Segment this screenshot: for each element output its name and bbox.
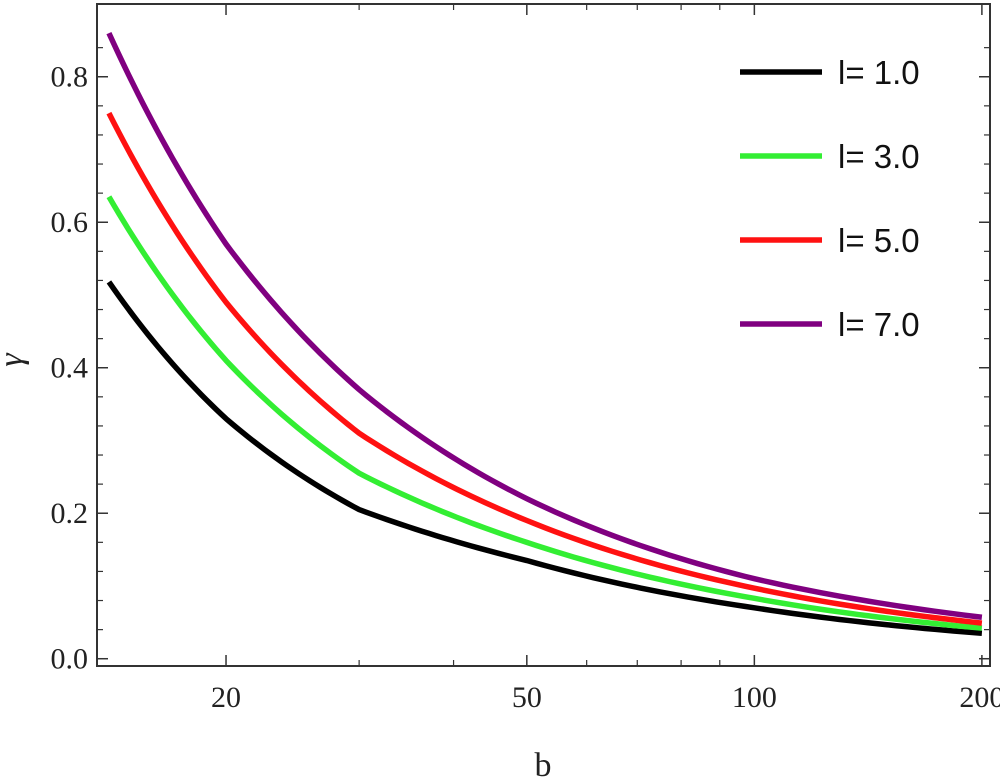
y-tick-label: 0.4 (51, 352, 89, 385)
y-tick-label: 0.0 (51, 643, 89, 676)
axis-ticks (97, 4, 990, 666)
y-tick-label: 0.8 (51, 61, 89, 94)
legend: l= 1.0 l= 3.0 l= 5.0 l= 7.0 (740, 54, 920, 343)
y-tick-label: 0.6 (51, 206, 89, 239)
x-tick-label: 100 (732, 681, 777, 714)
x-tick-label: 20 (211, 681, 241, 714)
series-line (106, 31, 983, 620)
y-tick-labels: 0.0 0.2 0.4 0.6 0.8 (51, 61, 89, 676)
y-axis-title: γ (0, 352, 30, 367)
legend-label: l= 1.0 (838, 54, 920, 91)
y-tick-label: 0.2 (51, 497, 89, 530)
series-line (106, 195, 983, 631)
plot-frame (96, 3, 991, 667)
x-axis-title: b (535, 747, 552, 781)
legend-label: l= 5.0 (838, 222, 920, 259)
x-tick-label: 200 (959, 681, 1000, 714)
series-line (106, 280, 983, 637)
x-tick-label: 50 (512, 681, 542, 714)
legend-label: l= 3.0 (838, 138, 920, 175)
x-tick-labels: 20 50 100 200 (211, 681, 1000, 714)
series-lines (106, 31, 983, 637)
series-line (106, 111, 983, 626)
legend-label: l= 7.0 (838, 306, 920, 343)
